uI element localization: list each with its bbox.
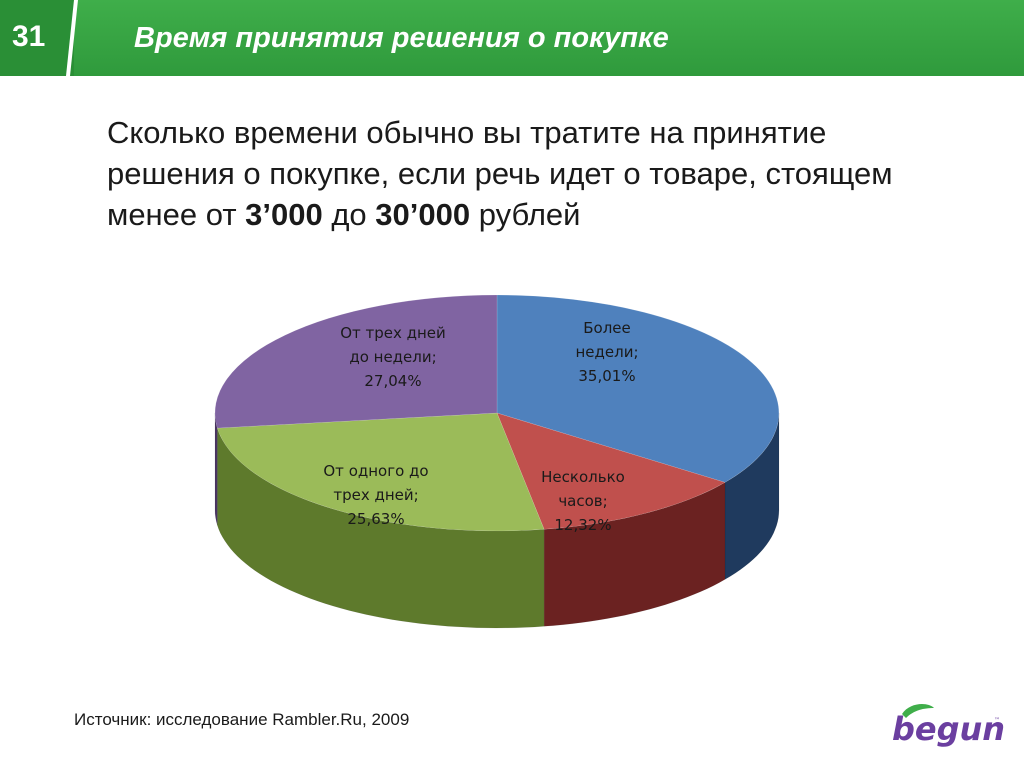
slice-top-0 bbox=[496, 294, 780, 483]
title-bar: 31 Время принятия решения о покупке bbox=[0, 0, 1024, 76]
slice-side-3 bbox=[214, 412, 218, 526]
logo-text: begun bbox=[892, 710, 1004, 748]
slice-top-3 bbox=[214, 294, 498, 429]
slide-number: 31 bbox=[12, 20, 46, 53]
question-line-3-mid: до bbox=[322, 197, 376, 232]
slide-number-box bbox=[0, 0, 74, 76]
source-note: Источник: исследование Rambler.Ru, 2009 bbox=[74, 710, 410, 729]
question-line-3-pre: менее от bbox=[107, 197, 246, 232]
question-line-2: решения о покупке, если речь идет о това… bbox=[107, 156, 893, 191]
slice-top-2 bbox=[216, 412, 545, 532]
survey-question: Сколько времени обычно вы тратите на при… bbox=[107, 112, 987, 235]
slide-title: Время принятия решения о покупке bbox=[134, 22, 669, 54]
slice-top-1 bbox=[496, 412, 726, 530]
question-line-3: менее от 3’000 до 30’000 рублей bbox=[107, 194, 987, 235]
begun-logo: begun ™ bbox=[892, 704, 1004, 748]
slice-label-0: Более недели; 35,01% bbox=[575, 319, 638, 385]
question-line-3-post: рублей bbox=[470, 197, 581, 232]
slice-label-3: От трех дней до недели; 27,04% bbox=[340, 324, 446, 390]
price-high: 30’000 bbox=[375, 197, 471, 232]
logo-tm: ™ bbox=[994, 717, 1000, 724]
logo-leaf bbox=[902, 704, 934, 718]
question-line-1: Сколько времени обычно вы тратите на при… bbox=[107, 115, 827, 150]
price-low: 3’000 bbox=[245, 197, 323, 232]
slice-label-1: Несколько часов; 12,32% bbox=[541, 468, 625, 534]
slice-label-2: От одного до трех дней; 25,63% bbox=[323, 462, 428, 528]
